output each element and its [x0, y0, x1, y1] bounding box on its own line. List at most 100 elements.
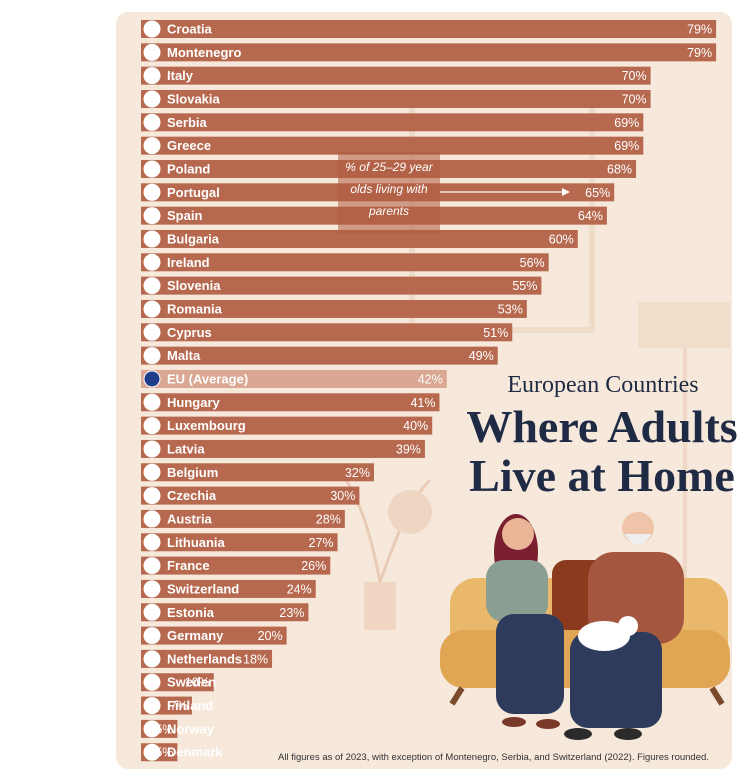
woman-legs [496, 614, 564, 714]
category-label: Lithuania [167, 535, 226, 550]
category-label: Finland [167, 698, 213, 713]
value-label: 40% [403, 419, 428, 433]
category-label: Croatia [167, 22, 213, 37]
flag-icon [143, 393, 161, 411]
bar-group: Austria 28% [141, 509, 345, 528]
bar [141, 603, 309, 622]
bar-group: EU (Average) 42% [141, 369, 447, 388]
category-label: Hungary [167, 395, 221, 410]
bar [141, 579, 316, 598]
man-torso [588, 552, 684, 644]
value-label: 60% [549, 232, 574, 246]
category-label: Malta [167, 348, 201, 363]
flag-icon [143, 207, 161, 225]
flag-icon [143, 277, 161, 295]
value-label: 70% [622, 69, 647, 83]
bar-group: Switzerland 24% [141, 579, 316, 598]
bar-group: France 26% [141, 556, 331, 575]
bar-group: Malta 49% [141, 346, 498, 365]
flag-icon [143, 510, 161, 528]
chart-note: All figures as of 2023, with exception o… [278, 752, 709, 763]
value-label: 24% [287, 582, 312, 596]
bar [141, 486, 360, 505]
bar [141, 113, 644, 132]
woman-shoe [536, 719, 560, 729]
flag-icon [143, 300, 161, 318]
man-legs [570, 632, 662, 728]
value-label: 51% [483, 326, 508, 340]
bar-group: Belgium 32% [141, 463, 374, 482]
category-label: Estonia [167, 605, 215, 620]
value-label: 79% [687, 46, 712, 60]
bar-group: Hungary 41% [141, 393, 440, 412]
bar [141, 393, 440, 412]
value-label: 7% [170, 699, 188, 713]
bar-group: Romania 53% [141, 299, 527, 318]
category-label: Slovenia [167, 278, 221, 293]
flag-icon [143, 673, 161, 691]
woman-torso [486, 560, 548, 622]
flag-icon [143, 323, 161, 341]
category-label: Latvia [167, 441, 205, 456]
value-label: 5% [155, 722, 173, 736]
bar-group: Czechia 30% [141, 486, 360, 505]
bar [141, 626, 287, 645]
value-label: 49% [469, 349, 494, 363]
bar [141, 323, 513, 342]
bar-group: Germany 20% [141, 626, 287, 645]
bar [141, 649, 273, 668]
bar-group: Greece 69% [141, 136, 644, 155]
value-label: 26% [301, 559, 326, 573]
bar [141, 276, 542, 295]
value-label: 23% [279, 606, 304, 620]
flag-icon [143, 487, 161, 505]
man-shoe [614, 728, 642, 740]
value-label: 39% [396, 442, 421, 456]
flag-icon [143, 417, 161, 435]
category-label: Denmark [167, 745, 223, 760]
man-shoe [564, 728, 592, 740]
chart-annotation: % of 25–29 year olds living with parents [338, 152, 440, 234]
sofa-leg-right [709, 686, 725, 706]
category-label: Austria [167, 511, 213, 526]
woman-head [502, 518, 534, 550]
bar [141, 43, 717, 62]
value-label: 55% [512, 279, 537, 293]
woman-shoe [502, 717, 526, 727]
bar-group: Croatia 79% [141, 20, 717, 38]
category-label: Poland [167, 161, 210, 176]
bar-group: Cyprus 51% [141, 323, 513, 342]
flag-icon [143, 743, 161, 761]
bar-group: Luxembourg 40% [141, 416, 433, 435]
category-label: Czechia [167, 488, 217, 503]
category-label: Bulgaria [167, 231, 220, 246]
flag-icon [143, 463, 161, 481]
value-label: 64% [578, 209, 603, 223]
value-label: 5% [155, 746, 173, 760]
bar [141, 229, 578, 248]
chart-title: Where Adults Live at Home [466, 401, 738, 501]
chart-subtitle: European Countries [507, 372, 699, 398]
bar [141, 416, 433, 435]
bar [141, 346, 498, 365]
category-label: Romania [167, 301, 223, 316]
plant-pot [364, 582, 396, 630]
category-label: Luxembourg [167, 418, 246, 433]
bar-group: Serbia 69% [141, 113, 644, 132]
value-label: 70% [622, 92, 647, 106]
bar [141, 20, 717, 38]
value-label: 53% [498, 302, 523, 316]
category-label: Netherlands [167, 651, 242, 666]
bar [141, 136, 644, 155]
sofa-leg-left [449, 686, 465, 706]
bar-group: Montenegro 79% [141, 43, 717, 62]
flag-icon [143, 183, 161, 201]
category-label: Portugal [167, 185, 220, 200]
bar [141, 509, 345, 528]
flag-icon [143, 603, 161, 621]
bar [141, 463, 374, 482]
